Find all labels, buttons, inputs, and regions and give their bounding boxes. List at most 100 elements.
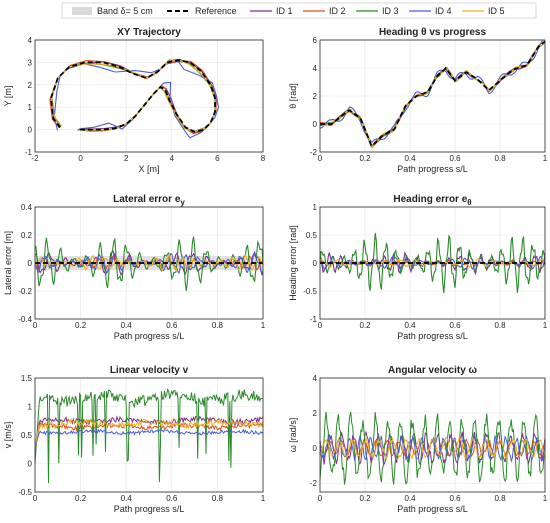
axes-frame bbox=[34, 377, 264, 493]
x-axis-label: Path progress s/L bbox=[114, 331, 185, 341]
x-tick-label: 0.6 bbox=[449, 494, 461, 503]
legend-label-id4: ID 4 bbox=[435, 6, 452, 16]
x-axis-label: X [m] bbox=[138, 164, 159, 174]
x-tick-label: 8 bbox=[261, 154, 266, 163]
plot-area bbox=[320, 378, 545, 492]
x-tick-label: 0.2 bbox=[75, 321, 87, 330]
y-tick-label: 0.5 bbox=[306, 231, 318, 240]
series-line-id2 bbox=[35, 421, 263, 447]
x-tick-label: 1 bbox=[543, 154, 548, 163]
series-line-id5 bbox=[320, 436, 545, 460]
y-tick-label: 4 bbox=[28, 36, 33, 45]
y-tick-label: -0.2 bbox=[18, 287, 32, 296]
axes-frame bbox=[34, 206, 264, 320]
y-tick-label: 1 bbox=[313, 203, 318, 212]
legend-label-reference: Reference bbox=[195, 6, 237, 16]
x-tick-label: 4 bbox=[170, 154, 175, 163]
legend-band-swatch bbox=[72, 7, 92, 15]
x-tick-label: 1 bbox=[543, 494, 548, 503]
y-axis-label: Lateral error [m] bbox=[3, 231, 13, 295]
y-tick-label: 2 bbox=[28, 81, 33, 90]
x-tick-label: 1 bbox=[261, 494, 266, 503]
legend-label-id1: ID 1 bbox=[276, 6, 293, 16]
series-line-id4 bbox=[320, 434, 545, 463]
panel-heading_err: 0 0.2 0.4 0.6 0.8 1 -1 -0.5 0 0.5 1 Heading error e… bbox=[288, 194, 548, 341]
plot-area bbox=[35, 40, 263, 152]
axes-frame bbox=[34, 39, 264, 153]
x-tick-label: 0.2 bbox=[359, 494, 371, 503]
y-tick-label: 0 bbox=[28, 460, 33, 469]
panel-lateral: 0 0.2 0.4 0.6 0.8 1 -0.4 -0.2 0 0.2 0.4 Lateral err… bbox=[3, 194, 266, 341]
x-tick-label: 0.6 bbox=[166, 494, 178, 503]
y-axis-label: θ [rad] bbox=[288, 83, 298, 109]
panel-xy: -2 0 2 4 6 8 -1 0 1 2 3 4 XY Trajectory X [m] Y [m] bbox=[3, 27, 266, 174]
axes-frame bbox=[319, 206, 546, 320]
x-tick-label: 0.8 bbox=[494, 321, 506, 330]
y-tick-label: 4 bbox=[313, 374, 318, 383]
panel-title: Heading θ vs progress bbox=[379, 27, 487, 38]
y-tick-label: 2 bbox=[313, 409, 318, 418]
legend-label-id5: ID 5 bbox=[488, 6, 505, 16]
x-tick-label: 1 bbox=[543, 321, 548, 330]
legend-label-band: Band δ= 5 cm bbox=[97, 6, 153, 16]
series-layer bbox=[320, 40, 545, 149]
x-tick-label: 0.4 bbox=[121, 321, 133, 330]
y-tick-label: 0.4 bbox=[21, 203, 33, 212]
x-tick-label: 0.4 bbox=[404, 154, 416, 163]
x-tick-label: 0 bbox=[33, 494, 38, 503]
y-tick-label: 0.2 bbox=[21, 231, 33, 240]
axes-frame bbox=[319, 39, 546, 153]
x-tick-label: 0.6 bbox=[166, 321, 178, 330]
y-tick-label: 1 bbox=[28, 103, 33, 112]
x-tick-label: 0.2 bbox=[359, 154, 371, 163]
x-tick-label: 6 bbox=[215, 154, 220, 163]
series-line-id3 bbox=[320, 411, 545, 485]
y-tick-label: -2 bbox=[310, 479, 318, 488]
legend-box bbox=[61, 2, 537, 19]
y-tick-label: -2 bbox=[310, 148, 318, 157]
y-tick-label: 0.5 bbox=[21, 431, 33, 440]
series-line-id3 bbox=[35, 387, 263, 484]
legend-label-id3: ID 3 bbox=[382, 6, 399, 16]
x-tick-label: 0.8 bbox=[494, 154, 506, 163]
x-tick-label: 0.4 bbox=[121, 494, 133, 503]
y-tick-label: 1 bbox=[28, 403, 33, 412]
x-tick-label: 2 bbox=[124, 154, 129, 163]
panel-title: Lateral error ey bbox=[113, 194, 185, 207]
x-tick-label: 0 bbox=[318, 494, 323, 503]
series-line-id5 bbox=[35, 417, 263, 447]
series-layer bbox=[35, 236, 263, 291]
y-tick-label: 0 bbox=[28, 259, 33, 268]
reference-line bbox=[320, 40, 545, 148]
x-tick-label: 0 bbox=[33, 321, 38, 330]
series-line-id4 bbox=[35, 428, 263, 447]
y-axis-label: Heading error [rad] bbox=[288, 225, 298, 301]
y-tick-label: 1.5 bbox=[21, 374, 33, 383]
x-tick-label: -2 bbox=[31, 154, 39, 163]
x-axis-label: Path progress s/L bbox=[114, 504, 185, 514]
panel-title: XY Trajectory bbox=[117, 27, 181, 38]
y-tick-label: 6 bbox=[313, 36, 318, 45]
x-tick-label: 0.8 bbox=[494, 494, 506, 503]
y-tick-label: -0.5 bbox=[303, 287, 317, 296]
x-tick-label: 0.2 bbox=[359, 321, 371, 330]
y-tick-label: 0 bbox=[313, 259, 318, 268]
series-line-id5 bbox=[35, 253, 263, 272]
panel-title: Heading error eθ bbox=[393, 194, 471, 207]
y-axis-label: Y [m] bbox=[3, 86, 13, 107]
y-axis-label: ω [rad/s] bbox=[288, 418, 298, 453]
series-layer bbox=[35, 387, 263, 484]
legend-label-id2: ID 2 bbox=[329, 6, 346, 16]
x-tick-label: 0.4 bbox=[404, 494, 416, 503]
x-tick-label: 0.8 bbox=[212, 494, 224, 503]
x-tick-label: 0.2 bbox=[75, 494, 87, 503]
series-line-id3 bbox=[320, 232, 545, 294]
x-tick-label: 0.6 bbox=[449, 154, 461, 163]
x-tick-label: 0 bbox=[318, 321, 323, 330]
x-axis-label: Path progress s/L bbox=[397, 331, 468, 341]
